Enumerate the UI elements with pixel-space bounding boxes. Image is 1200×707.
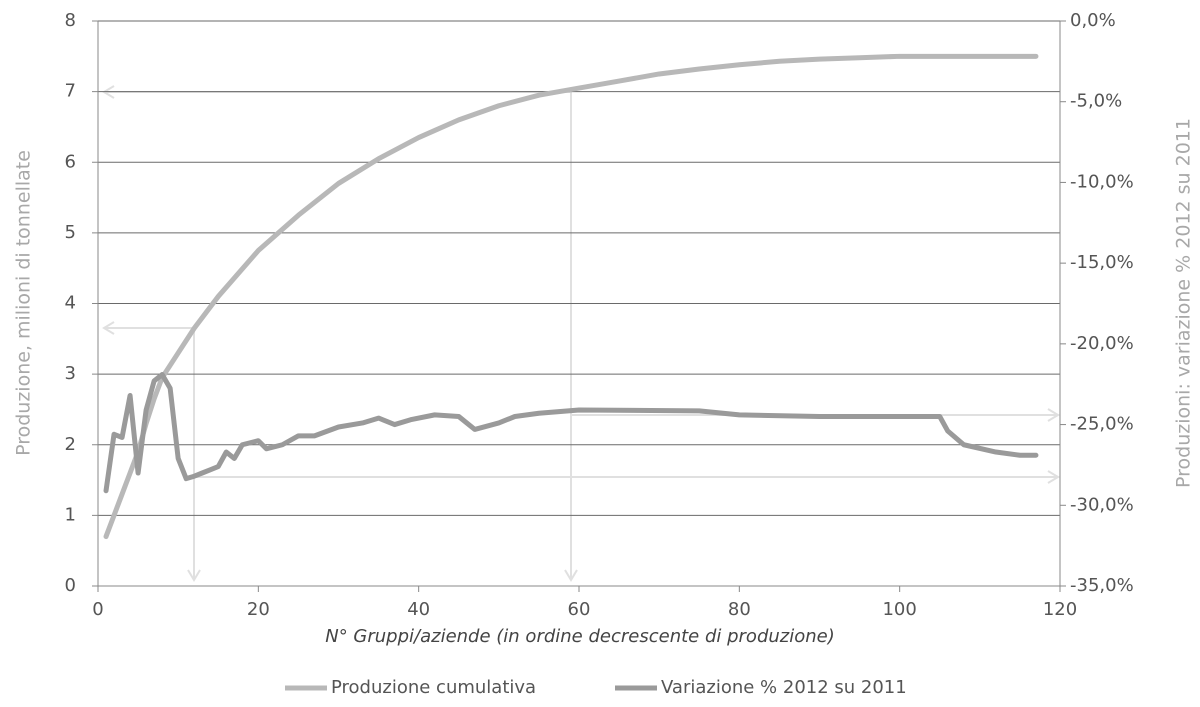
y-tick-label: 1 (65, 504, 76, 525)
x-tick-label: 20 (247, 599, 270, 620)
x-axis-title: N° Gruppi/aziende (in ordine decrescente… (325, 626, 835, 647)
x-tick-label: 80 (728, 599, 751, 620)
x-tick-label: 60 (568, 599, 591, 620)
y2-axis-title: Produzioni: variazione % 2012 su 2011 (1173, 118, 1195, 488)
series-line (103, 372, 1039, 494)
y-axis-title: Produzione, milioni di tonnellate (13, 150, 35, 456)
y-tick-label: 5 (65, 222, 76, 243)
x-tick-label: 40 (407, 599, 430, 620)
y-tick-label: 2 (65, 434, 76, 455)
y2-tick-label: -35,0% (1070, 575, 1134, 596)
y2-tick-label: -15,0% (1070, 252, 1134, 273)
arrow (102, 321, 194, 335)
y2-tick-label: -5,0% (1070, 91, 1122, 112)
legend-label: Variazione % 2012 su 2011 (661, 677, 907, 698)
y2-tick-label: -20,0% (1070, 333, 1134, 354)
x-tick-label: 0 (92, 599, 103, 620)
y-tick-label: 7 (65, 81, 76, 102)
y-tick-label: 4 (65, 293, 76, 314)
x-tick-label: 120 (1043, 599, 1077, 620)
y2-tick-label: -25,0% (1070, 414, 1134, 435)
arrow (564, 92, 578, 582)
x-tick-label: 100 (882, 599, 916, 620)
y-tick-label: 3 (65, 363, 76, 384)
legend-label: Produzione cumulativa (331, 677, 536, 698)
arrow (187, 328, 201, 582)
y-tick-label: 6 (65, 151, 76, 172)
annotation-arrows (102, 85, 1060, 582)
arrow (194, 470, 1060, 484)
y2-tick-label: -10,0% (1070, 171, 1134, 192)
y-tick-label: 0 (65, 575, 76, 596)
y-tick-label: 8 (65, 10, 76, 31)
y2-tick-label: 0,0% (1070, 10, 1116, 31)
y2-tick-label: -30,0% (1070, 494, 1134, 515)
